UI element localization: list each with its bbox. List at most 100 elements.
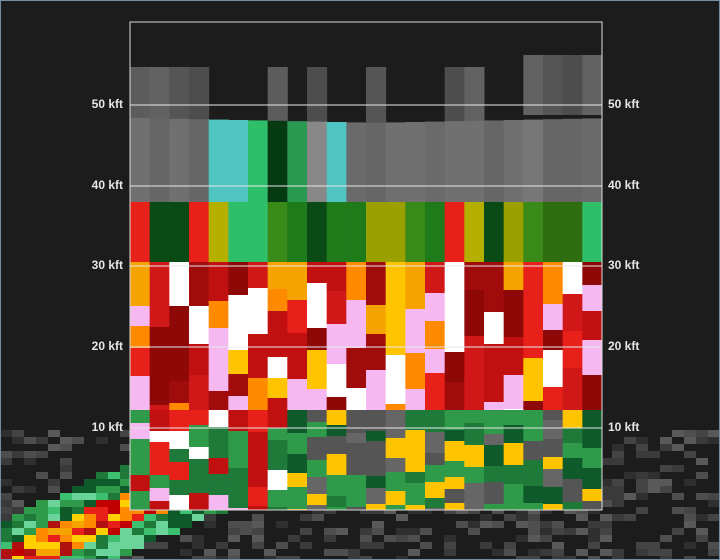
echo-core [523, 262, 543, 311]
ground-cell [84, 542, 96, 549]
ground-cell [60, 535, 72, 542]
ground-cell [144, 542, 156, 549]
ground-cell [684, 451, 696, 458]
echo-core [386, 404, 406, 410]
echo-core [504, 337, 524, 375]
echo-base [209, 458, 229, 474]
echo-core [366, 305, 386, 334]
ground-cell [420, 542, 432, 549]
echo-top [582, 55, 602, 115]
ground-cell [540, 549, 552, 556]
echo-core [189, 306, 209, 344]
echo-core [523, 311, 543, 358]
ground-cell [180, 549, 192, 556]
ground-cell [60, 472, 72, 479]
echo-base [307, 422, 327, 437]
ground-cell [108, 486, 120, 493]
echo-core [228, 396, 248, 410]
ground-cell [84, 521, 96, 528]
echo-base [523, 503, 543, 510]
ground-cell [684, 521, 696, 528]
ground-cell [120, 549, 132, 556]
echo-base [268, 440, 288, 458]
echo-upper [130, 118, 150, 202]
echo-base [189, 447, 209, 459]
echo-base [425, 410, 445, 432]
echo-core [169, 381, 189, 403]
echo-upper [563, 119, 583, 202]
ground-cell [660, 465, 672, 472]
ground-cell [636, 479, 648, 486]
ground-cell [372, 528, 384, 535]
echo-core [484, 312, 504, 344]
echo-upper [169, 119, 189, 202]
ground-cell [228, 528, 240, 535]
ground-cell [696, 472, 708, 479]
echo-core [307, 350, 327, 389]
echo-base [386, 420, 406, 438]
ground-cell [84, 500, 96, 507]
echo-core [268, 398, 288, 410]
echo-core [228, 350, 248, 374]
ground-cell [156, 528, 168, 535]
echo-upper [484, 120, 504, 202]
ground-cell [252, 535, 264, 542]
ground-cell [0, 500, 12, 507]
ground-cell [156, 542, 168, 549]
altitude-label-left: 30 kft [92, 258, 123, 272]
echo-core [287, 262, 307, 300]
ground-cell [60, 542, 72, 549]
ground-cell [396, 528, 408, 535]
echo-core [346, 262, 366, 300]
echo-base [543, 487, 563, 504]
echo-upper [543, 119, 563, 202]
ground-cell [36, 451, 48, 458]
echo-base [504, 465, 524, 484]
echo-core [543, 350, 563, 387]
ground-cell [396, 514, 408, 521]
ground-cell [96, 528, 108, 535]
echo-base [484, 466, 504, 482]
echo-base [248, 432, 268, 454]
echo-core [484, 344, 504, 378]
ground-cell [612, 451, 624, 458]
ground-cell [648, 479, 660, 486]
echo-base [228, 431, 248, 453]
echo-top [563, 55, 583, 115]
echo-core [307, 283, 327, 328]
echo-core [366, 334, 386, 370]
ground-cell [72, 542, 84, 549]
echo-base [366, 476, 386, 488]
ground-cell [612, 493, 624, 500]
echo-core [268, 378, 288, 398]
echo-core [169, 337, 189, 381]
ground-cell [636, 542, 648, 549]
ground-cell [12, 549, 24, 556]
echo-base [209, 439, 229, 458]
echo-core [543, 387, 563, 410]
echo-upper [366, 123, 386, 202]
ground-cell [60, 444, 72, 451]
echo-base [464, 445, 484, 467]
ground-cell [660, 535, 672, 542]
echo-core [563, 262, 583, 294]
echo-anvil [307, 202, 327, 264]
echo-base [445, 461, 465, 477]
echo-core [169, 262, 189, 306]
ground-cell [144, 521, 156, 528]
echo-base [543, 469, 563, 487]
echo-core [130, 326, 150, 348]
ground-cell [444, 549, 456, 556]
echo-base [582, 501, 602, 510]
ground-cell [684, 542, 696, 549]
echo-base [150, 501, 170, 510]
ground-cell [660, 437, 672, 444]
ground-cell [588, 542, 600, 549]
ground-cell [684, 507, 696, 514]
echo-base [405, 430, 425, 450]
echo-base [543, 457, 563, 469]
echo-base [248, 410, 268, 432]
echo-anvil [169, 202, 189, 264]
echo-core [464, 290, 484, 336]
ground-cell [372, 542, 384, 549]
